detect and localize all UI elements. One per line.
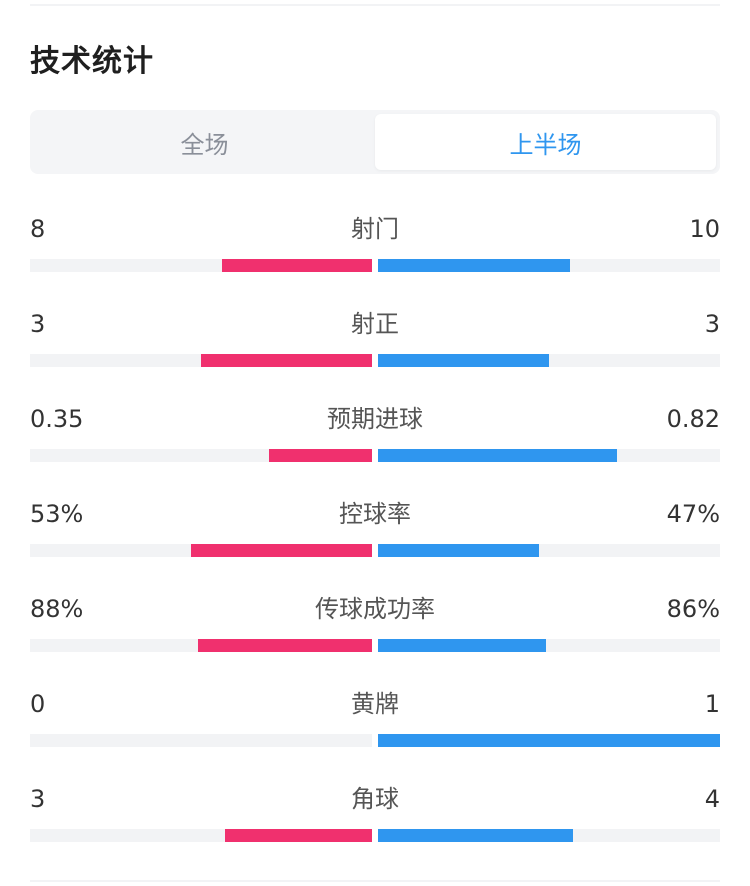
page-title: 技术统计: [30, 44, 154, 79]
comparison-bar: [30, 829, 720, 842]
home-value: 3: [30, 310, 46, 338]
away-bar-fill: [378, 259, 570, 272]
bottom-divider: [30, 880, 720, 882]
stat-row-shots-on-target: 3 射正 3: [30, 300, 720, 395]
home-value: 8: [30, 215, 46, 243]
stat-label: 射正: [351, 310, 399, 338]
away-bar-track: [378, 829, 720, 842]
home-value: 3: [30, 785, 46, 813]
stat-label: 控球率: [339, 500, 411, 528]
home-bar-fill: [197, 639, 372, 652]
away-value: 3: [704, 310, 720, 338]
stat-row-shots: 8 射门 10: [30, 205, 720, 300]
away-value: 1: [704, 690, 720, 718]
stat-label: 射门: [351, 215, 399, 243]
top-divider: [30, 4, 720, 6]
away-bar-track: [378, 639, 720, 652]
away-bar-fill: [378, 544, 539, 557]
home-bar-track: [30, 544, 372, 557]
away-bar-fill: [378, 734, 720, 747]
period-tabs: 全场 上半场: [30, 110, 720, 174]
home-bar-fill: [221, 259, 372, 272]
home-value: 53%: [30, 500, 84, 528]
home-bar-track: [30, 354, 372, 367]
home-bar-fill: [190, 544, 372, 557]
comparison-bar: [30, 639, 720, 652]
stat-row-corners: 3 角球 4: [30, 775, 720, 870]
stat-row-yellow-cards: 0 黄牌 1: [30, 680, 720, 775]
away-bar-track: [378, 734, 720, 747]
away-bar-fill: [378, 829, 573, 842]
comparison-bar: [30, 544, 720, 557]
home-bar-fill: [269, 449, 372, 462]
comparison-bar: [30, 449, 720, 462]
comparison-bar: [30, 259, 720, 272]
away-bar-fill: [378, 354, 549, 367]
home-bar-fill: [224, 829, 372, 842]
away-bar-fill: [378, 639, 546, 652]
away-bar-track: [378, 354, 720, 367]
comparison-bar: [30, 354, 720, 367]
stat-row-possession: 53% 控球率 47%: [30, 490, 720, 585]
stat-row-pass-accuracy: 88% 传球成功率 86%: [30, 585, 720, 680]
home-bar-fill: [201, 354, 372, 367]
away-value: 10: [689, 215, 720, 243]
home-bar-track: [30, 259, 372, 272]
comparison-bar: [30, 734, 720, 747]
home-bar-track: [30, 829, 372, 842]
away-value: 47%: [666, 500, 720, 528]
stat-label: 传球成功率: [315, 595, 435, 623]
stat-label: 预期进球: [327, 405, 423, 433]
away-value: 86%: [666, 595, 720, 623]
away-bar-fill: [378, 449, 618, 462]
home-bar-track: [30, 449, 372, 462]
tab-full-match[interactable]: 全场: [180, 130, 229, 159]
stat-label: 角球: [351, 785, 399, 813]
stats-list: 8 射门 10 3 射正 3 0.35 预期进球 0.82: [30, 205, 720, 870]
away-bar-track: [378, 544, 720, 557]
home-value: 88%: [30, 595, 84, 623]
away-bar-track: [378, 449, 720, 462]
home-value: 0: [30, 690, 46, 718]
tab-first-half[interactable]: 上半场: [375, 114, 716, 170]
home-bar-track: [30, 734, 372, 747]
away-value: 0.82: [666, 405, 720, 433]
home-value: 0.35: [30, 405, 84, 433]
away-bar-track: [378, 259, 720, 272]
stat-label: 黄牌: [351, 690, 399, 718]
away-value: 4: [704, 785, 720, 813]
stat-row-expected-goals: 0.35 预期进球 0.82: [30, 395, 720, 490]
home-bar-track: [30, 639, 372, 652]
